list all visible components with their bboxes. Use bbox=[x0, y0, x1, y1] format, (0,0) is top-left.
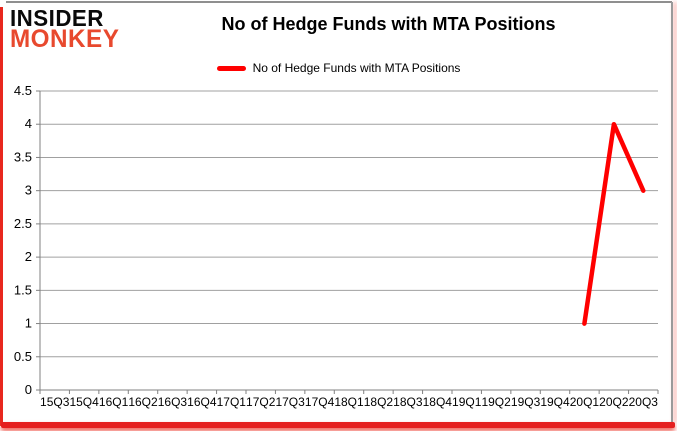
y-tick-label: 2 bbox=[25, 249, 32, 264]
x-tick-label: 18Q4 bbox=[423, 395, 453, 409]
x-tick-label: 15Q3 bbox=[40, 395, 70, 409]
frame-border-left bbox=[0, 7, 3, 426]
frame-border-top bbox=[6, 1, 672, 3]
x-tick-label: 19Q3 bbox=[511, 395, 541, 409]
x-tick-label: 17Q1 bbox=[217, 395, 247, 409]
legend-label: No of Hedge Funds with MTA Positions bbox=[252, 61, 461, 75]
x-tick-label: 18Q3 bbox=[393, 395, 423, 409]
chart-title: No of Hedge Funds with MTA Positions bbox=[221, 14, 556, 34]
logo-line-monkey: MONKEY bbox=[10, 25, 120, 54]
logo-line-insider: INSIDER bbox=[10, 5, 104, 31]
y-tick-label: 2.5 bbox=[14, 216, 32, 231]
frame-border-right bbox=[671, 2, 673, 423]
y-tick-label: 4 bbox=[25, 116, 32, 131]
y-tick-label: 0 bbox=[25, 382, 32, 397]
x-tick-label: 17Q4 bbox=[305, 395, 335, 409]
y-tick-label: 3.5 bbox=[14, 149, 32, 164]
x-tick-label: 16Q3 bbox=[158, 395, 188, 409]
x-tick-label: 17Q2 bbox=[246, 395, 276, 409]
x-tick-label: 19Q1 bbox=[452, 395, 482, 409]
x-tick-label: 16Q2 bbox=[128, 395, 158, 409]
x-tick-label: 20Q1 bbox=[570, 395, 600, 409]
x-tick-label: 19Q2 bbox=[481, 395, 511, 409]
y-tick-label: 1 bbox=[25, 316, 32, 331]
y-tick-label: 1.5 bbox=[14, 282, 32, 297]
x-tick-label: 16Q1 bbox=[99, 395, 129, 409]
x-tick-label: 20Q3 bbox=[629, 395, 659, 409]
frame-border-bottom bbox=[1, 422, 675, 428]
x-tick-label: 16Q4 bbox=[187, 395, 217, 409]
chart-legend: No of Hedge Funds with MTA Positions bbox=[0, 60, 677, 76]
x-tick-label: 15Q4 bbox=[69, 395, 99, 409]
x-tick-label: 18Q1 bbox=[334, 395, 364, 409]
x-tick-label: 19Q4 bbox=[540, 395, 570, 409]
insider-monkey-logo: INSIDER MONKEY bbox=[10, 5, 120, 54]
y-tick-label: 0.5 bbox=[14, 349, 32, 364]
y-tick-label: 3 bbox=[25, 183, 32, 198]
x-tick-label: 17Q3 bbox=[275, 395, 305, 409]
y-tick-label: 4.5 bbox=[14, 83, 32, 98]
x-tick-label: 20Q2 bbox=[599, 395, 629, 409]
series-line bbox=[582, 121, 646, 326]
legend-line-swatch bbox=[216, 65, 246, 71]
x-tick-label: 18Q2 bbox=[364, 395, 394, 409]
